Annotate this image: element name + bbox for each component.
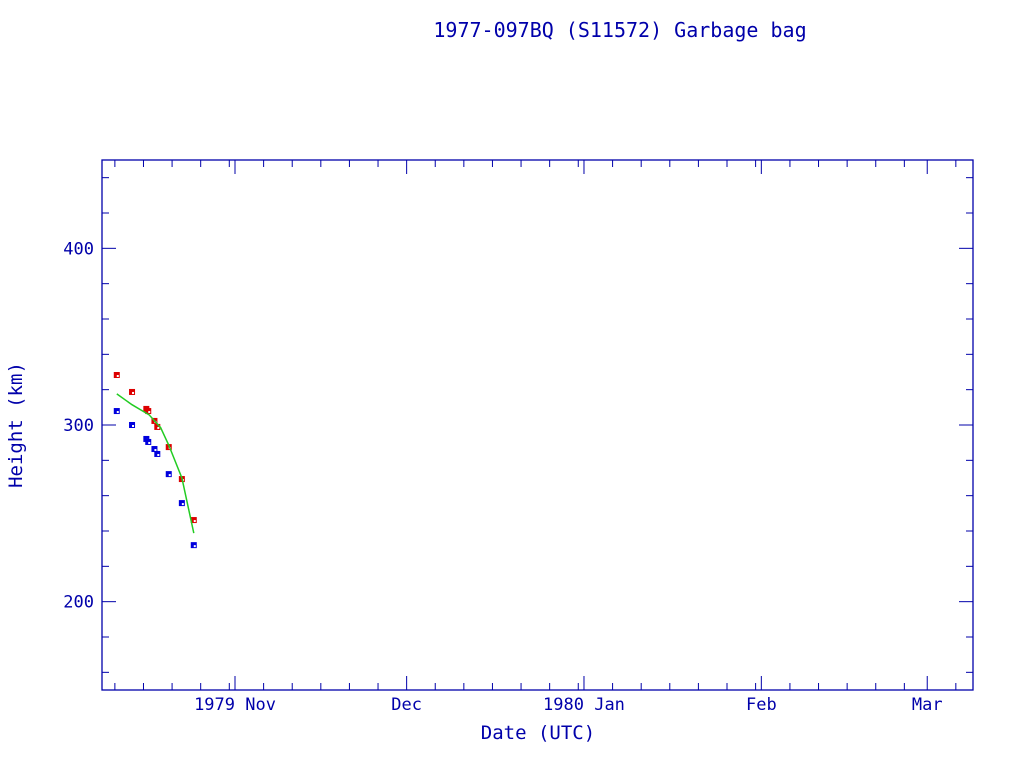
x-tick-label: 1979 Nov — [194, 695, 276, 715]
x-tick-label: Dec — [391, 695, 422, 715]
fit-curve — [116, 393, 195, 534]
data-point-highlight — [132, 391, 135, 394]
x-tick-label: 1980 Jan — [543, 695, 625, 715]
data-point-highlight — [181, 503, 184, 506]
data-point-highlight — [148, 411, 151, 414]
data-point-highlight — [193, 545, 196, 548]
y-tick-label: 200 — [63, 593, 94, 613]
data-point-highlight — [132, 425, 135, 427]
data-point-highlight — [193, 520, 196, 523]
x-tick-label: Feb — [746, 695, 777, 715]
data-marks — [113, 372, 197, 549]
x-axis-label: Date (UTC) — [481, 722, 595, 744]
y-axis-label: Height (km) — [5, 362, 27, 488]
plot-frame — [101, 159, 974, 691]
data-point-highlight — [116, 411, 119, 414]
data-point-highlight — [157, 453, 160, 456]
chart-title: 1977-097BQ (S11572) Garbage bag — [433, 18, 806, 42]
y-tick-label: 300 — [63, 416, 94, 436]
y-tick-label: 400 — [63, 239, 94, 259]
data-point-highlight — [116, 375, 119, 378]
axis-ticks: 200 300 400 1979 Nov Dec 1980 Jan Feb Mar — [63, 160, 973, 715]
data-point-highlight — [154, 449, 157, 452]
data-point-highlight — [148, 441, 151, 444]
x-tick-label: Mar — [912, 695, 943, 715]
data-point-highlight — [157, 426, 160, 429]
data-point-highlight — [168, 474, 171, 477]
